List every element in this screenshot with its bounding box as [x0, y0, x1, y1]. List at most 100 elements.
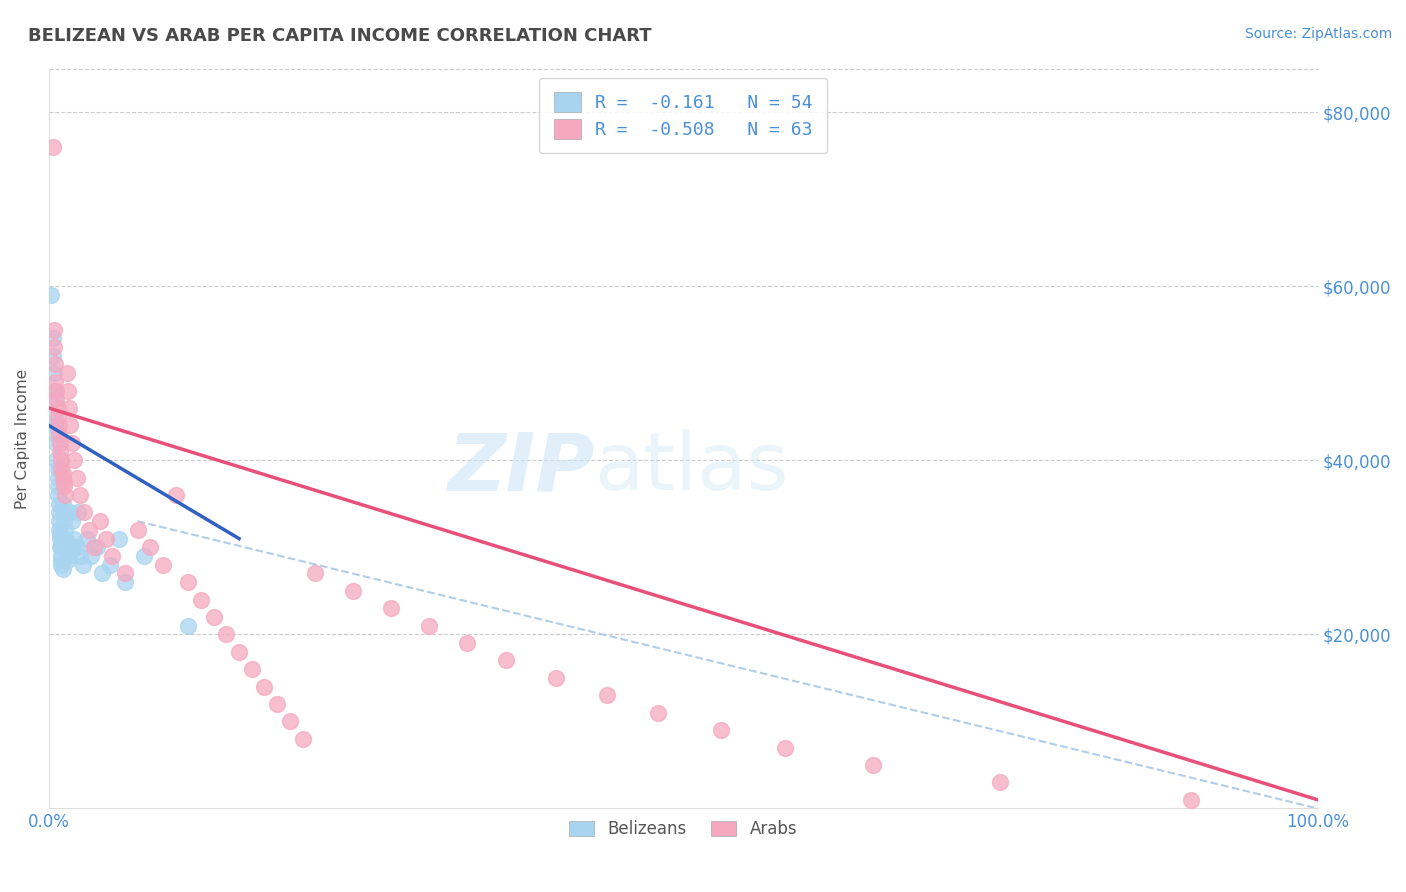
Point — [165, 488, 187, 502]
Point — [79, 523, 101, 537]
Point — [48, 497, 70, 511]
Point — [46, 470, 69, 484]
Point — [51, 549, 73, 563]
Point — [48, 523, 70, 537]
Point — [52, 562, 75, 576]
Point — [58, 549, 80, 563]
Point — [86, 541, 108, 555]
Point — [60, 514, 83, 528]
Point — [44, 392, 66, 407]
Legend: Belizeans, Arabs: Belizeans, Arabs — [562, 814, 804, 845]
Point — [91, 566, 114, 581]
Point — [42, 366, 65, 380]
Point — [253, 680, 276, 694]
Point — [114, 566, 136, 581]
Point — [55, 366, 77, 380]
Point — [456, 636, 478, 650]
Point — [44, 409, 66, 424]
Point — [596, 688, 619, 702]
Point — [49, 435, 72, 450]
Point — [132, 549, 155, 563]
Point — [66, 506, 89, 520]
Point — [48, 514, 70, 528]
Point — [45, 392, 67, 407]
Point — [49, 532, 72, 546]
Point — [52, 497, 75, 511]
Point — [46, 479, 69, 493]
Point — [45, 453, 67, 467]
Point — [46, 462, 69, 476]
Point — [342, 583, 364, 598]
Point — [83, 541, 105, 555]
Point — [291, 731, 314, 746]
Point — [69, 549, 91, 563]
Point — [51, 558, 73, 572]
Point — [127, 523, 149, 537]
Point — [46, 488, 69, 502]
Point — [53, 506, 76, 520]
Point — [60, 435, 83, 450]
Point — [53, 479, 76, 493]
Point — [44, 375, 66, 389]
Point — [647, 706, 669, 720]
Point — [56, 553, 79, 567]
Point — [94, 532, 117, 546]
Point — [39, 288, 62, 302]
Point — [59, 418, 82, 433]
Point — [380, 601, 402, 615]
Point — [495, 653, 517, 667]
Y-axis label: Per Capita Income: Per Capita Income — [15, 368, 30, 508]
Point — [62, 541, 84, 555]
Text: ZIP: ZIP — [447, 429, 595, 507]
Point — [41, 349, 63, 363]
Point — [52, 470, 75, 484]
Point — [66, 541, 89, 555]
Point — [42, 323, 65, 337]
Point — [1180, 793, 1202, 807]
Point — [418, 618, 440, 632]
Point — [98, 558, 121, 572]
Point — [228, 645, 250, 659]
Point — [266, 697, 288, 711]
Point — [55, 541, 77, 555]
Point — [44, 358, 66, 372]
Point — [42, 340, 65, 354]
Point — [48, 427, 70, 442]
Point — [45, 427, 67, 442]
Point — [240, 662, 263, 676]
Point — [73, 506, 96, 520]
Point — [152, 558, 174, 572]
Point — [862, 758, 884, 772]
Point — [46, 401, 69, 415]
Point — [546, 671, 568, 685]
Point — [49, 541, 72, 555]
Text: Source: ZipAtlas.com: Source: ZipAtlas.com — [1244, 27, 1392, 41]
Text: BELIZEAN VS ARAB PER CAPITA INCOME CORRELATION CHART: BELIZEAN VS ARAB PER CAPITA INCOME CORRE… — [28, 27, 652, 45]
Point — [51, 553, 73, 567]
Point — [107, 532, 129, 546]
Point — [51, 462, 73, 476]
Point — [304, 566, 326, 581]
Point — [72, 558, 94, 572]
Point — [51, 541, 73, 555]
Point — [45, 435, 67, 450]
Point — [76, 532, 98, 546]
Point — [79, 549, 101, 563]
Point — [215, 627, 238, 641]
Point — [41, 331, 63, 345]
Point — [42, 384, 65, 398]
Point — [59, 506, 82, 520]
Point — [41, 140, 63, 154]
Point — [69, 488, 91, 502]
Point — [51, 453, 73, 467]
Point — [55, 536, 77, 550]
Point — [66, 470, 89, 484]
Text: atlas: atlas — [595, 429, 789, 507]
Point — [58, 401, 80, 415]
Point — [190, 592, 212, 607]
Point — [49, 527, 72, 541]
Point — [139, 541, 162, 555]
Point — [177, 575, 200, 590]
Point — [53, 475, 76, 489]
Point — [56, 384, 79, 398]
